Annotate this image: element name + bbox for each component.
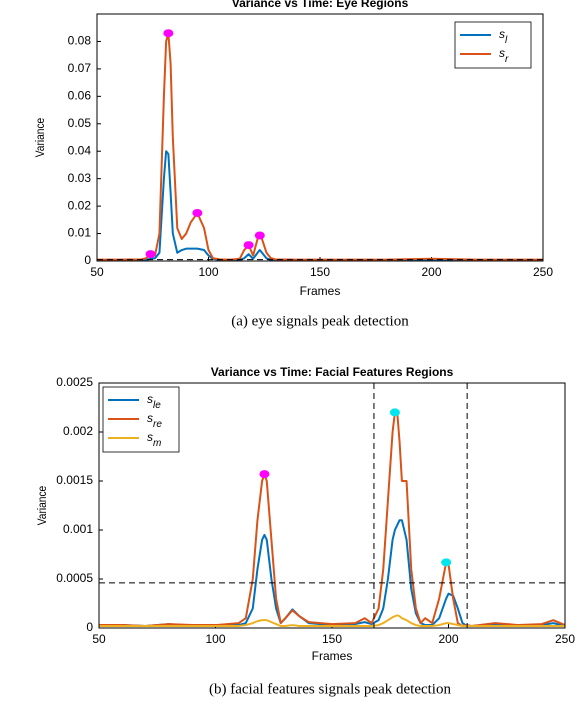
legend-subscript: l — [505, 35, 508, 46]
axes-box — [96, 13, 544, 262]
legend-subscript: re — [153, 419, 162, 430]
x-axis-label: Frames — [312, 649, 353, 663]
x-tick-label: 200 — [438, 632, 458, 646]
legend-name: s — [147, 411, 153, 425]
peak-marker — [254, 231, 265, 240]
legend-subscript: r — [505, 54, 509, 65]
x-axis-label: Frames — [300, 284, 341, 298]
legend-subscript: le — [153, 400, 161, 411]
x-tick-label: 150 — [322, 632, 342, 646]
series-line — [99, 614, 565, 628]
y-tick-label: 0.001 — [63, 522, 93, 536]
legend-label: sm — [147, 430, 161, 448]
legend-name: s — [147, 430, 153, 444]
x-tick-label: 100 — [205, 632, 225, 646]
y-tick-label: 0.06 — [68, 89, 92, 103]
y-tick-label: 0.08 — [68, 34, 92, 48]
caption: (a) eye signals peak detection — [231, 313, 409, 329]
peak-marker — [243, 241, 254, 250]
legend-name: s — [499, 46, 505, 60]
peak-marker — [192, 208, 203, 217]
legend-label: sle — [147, 392, 161, 410]
legend-name: s — [499, 27, 505, 41]
chart: Variance vs Time: Eye Regions Frames Varia… — [34, 0, 553, 329]
caption: (b) facial features signals peak detecti… — [209, 681, 451, 697]
y-axis-label: Variance — [34, 118, 47, 157]
x-tick-label: 50 — [92, 632, 106, 646]
y-tick-label: 0.0025 — [56, 375, 93, 389]
legend-box — [454, 21, 532, 69]
chart: Variance vs Time: Facial Features Region… — [36, 365, 575, 697]
plot-content — [99, 383, 565, 628]
x-tick-label: 250 — [533, 265, 553, 279]
peak-marker — [145, 250, 156, 259]
legend-subscript: m — [153, 438, 161, 449]
y-tick-label: 0.0005 — [56, 571, 93, 585]
y-tick-label: 0.07 — [68, 61, 92, 75]
chart-title: Variance vs Time: Facial Features Region… — [211, 365, 454, 379]
x-tick-label: 100 — [198, 265, 218, 279]
y-axis-label: Variance — [36, 486, 49, 525]
series-line — [99, 519, 565, 628]
y-tick-label: 0.05 — [68, 116, 92, 130]
legend-label: sr — [499, 46, 509, 64]
y-tick-label: 0.0015 — [56, 473, 93, 487]
axes-box — [98, 382, 566, 629]
y-tick-label: 0.01 — [68, 226, 92, 240]
plot-content — [97, 32, 543, 261]
chart-title: Variance vs Time: Eye Regions — [232, 0, 409, 10]
y-tick-label: 0 — [84, 253, 91, 267]
y-tick-label: 0 — [86, 620, 93, 634]
peak-marker — [441, 558, 452, 567]
x-tick-label: 200 — [421, 265, 441, 279]
peak-marker — [163, 29, 174, 38]
y-tick-label: 0.04 — [68, 143, 92, 157]
peak-marker — [259, 470, 270, 479]
x-tick-label: 250 — [555, 632, 575, 646]
legend-label: sl — [499, 27, 508, 45]
legend-label: sre — [147, 411, 162, 429]
y-tick-label: 0.03 — [68, 171, 92, 185]
peak-marker — [389, 408, 400, 417]
x-tick-label: 50 — [90, 265, 104, 279]
y-tick-label: 0.02 — [68, 198, 92, 212]
series-line — [99, 411, 565, 628]
x-tick-label: 150 — [310, 265, 330, 279]
y-tick-label: 0.002 — [63, 424, 93, 438]
legend-name: s — [147, 392, 153, 406]
